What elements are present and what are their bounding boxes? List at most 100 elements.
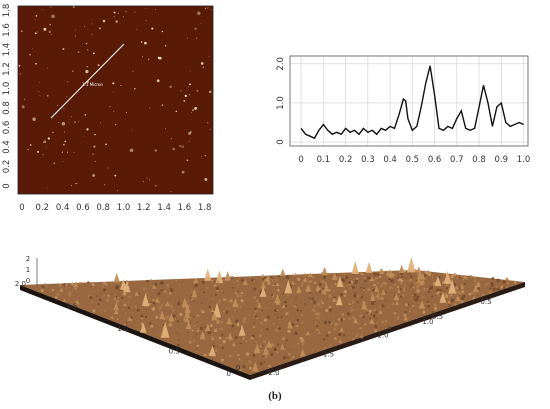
surface-texture-dot (318, 282, 322, 286)
surface-peak (459, 285, 465, 289)
surface-texture-dot (127, 301, 130, 303)
afm-particle (74, 183, 76, 185)
surface-texture-dot (155, 315, 159, 319)
afm-particle (183, 99, 186, 102)
surface-texture-dot (404, 270, 407, 273)
surface-texture-dot (253, 287, 257, 291)
surface-texture-dot (337, 332, 342, 337)
surface-texture-dot (124, 311, 127, 314)
surface-texture-dot (248, 360, 252, 364)
afm-particle (51, 14, 55, 19)
surface-texture-dot (221, 290, 224, 293)
surface-texture-dot (434, 306, 438, 311)
surface-texture-dot (115, 299, 119, 304)
afm-particle (102, 19, 106, 23)
surface-peak (448, 279, 457, 294)
surface-texture-dot (376, 313, 379, 316)
profile-x-tick-label: 0.6 (428, 155, 442, 165)
surface-texture-dot (271, 280, 273, 282)
surface-peak (104, 283, 109, 286)
surface-texture-dot (397, 288, 401, 292)
surface-texture-dot (373, 278, 377, 281)
surface-texture-dot (233, 309, 236, 312)
surface-texture-dot (194, 283, 198, 288)
surface-texture-dot (89, 296, 93, 300)
surface-peak (264, 277, 269, 282)
surface-peak (472, 284, 479, 293)
surface-texture-dot (334, 322, 339, 326)
surface-peak (184, 316, 190, 323)
afm-particle (125, 10, 127, 13)
surface-texture-dot (211, 312, 214, 314)
surface-texture-dot (245, 352, 250, 356)
surface-texture-dot (292, 345, 295, 347)
afm-particle (201, 155, 203, 157)
surface-peak (191, 288, 198, 298)
afm-particle (175, 110, 178, 113)
surface-texture-dot (142, 287, 146, 291)
afm-particle (49, 23, 51, 26)
surface-texture-dot (177, 339, 180, 342)
surface-texture-dot (287, 329, 291, 333)
afm-particle (73, 151, 75, 153)
afm-x-tick-label: 0.6 (76, 203, 90, 213)
surface-peak (416, 266, 422, 273)
surface-texture-dot (255, 343, 258, 345)
surface-texture-dot (170, 287, 173, 291)
surface-texture-dot (175, 279, 177, 281)
surface-peak (314, 311, 319, 315)
surface-peak (259, 286, 267, 297)
afm-particle (32, 47, 34, 49)
surface-texture-dot (280, 316, 283, 319)
afm-particle (86, 49, 89, 51)
surface-texture-dot (364, 279, 367, 283)
surface-texture-dot (260, 321, 263, 325)
profile-x-tick-label: 0.9 (495, 155, 509, 165)
surface-texture-dot (489, 291, 492, 293)
afm-particle (52, 131, 54, 134)
afm-particle (86, 128, 89, 131)
surface-texture-dot (149, 297, 151, 300)
left-axis-tick-label: 1.0 (117, 325, 128, 333)
afm-particle (149, 107, 150, 109)
surface-peak (314, 328, 319, 331)
surface-peak (361, 300, 368, 310)
surface-texture-dot (160, 293, 163, 295)
surface-peak (434, 275, 442, 287)
surface-texture-dot (118, 292, 120, 294)
surface-texture-dot (414, 297, 418, 302)
surface-texture-dot (364, 323, 367, 326)
surface-texture-dot (304, 302, 306, 305)
surface-texture-dot (179, 312, 183, 317)
afm-particle (61, 151, 64, 153)
surface-peak (201, 309, 206, 313)
afm-particle (74, 121, 76, 124)
surface-texture-dot (485, 283, 487, 286)
surface-peak (275, 300, 281, 305)
surface-texture-dot (120, 296, 124, 300)
afm-particle (109, 106, 111, 108)
surface-peak (287, 320, 293, 329)
afm-particle (181, 170, 185, 174)
afm-particle (70, 185, 73, 187)
surface-texture-dot (277, 288, 280, 292)
surface-peak (215, 270, 224, 284)
surface-texture-dot (186, 331, 189, 334)
surface-texture-dot (146, 279, 149, 283)
surface-peak (393, 292, 400, 301)
afm-particles (18, 6, 213, 192)
surface-texture-dot (300, 314, 304, 317)
surface-texture-dot (340, 318, 344, 322)
afm-particle (194, 27, 197, 30)
surface-texture-dot (190, 317, 193, 320)
surface-texture-dot (141, 317, 143, 320)
afm-particle (91, 34, 93, 36)
afm-particle (170, 137, 173, 140)
surface-texture-dot (372, 315, 376, 318)
afm-particle (21, 105, 25, 109)
surface-texture-dot (374, 325, 378, 329)
surface-texture-dot (460, 297, 465, 301)
surface-texture-dot (113, 297, 117, 301)
afm-particle (84, 114, 87, 116)
surface-peak (443, 270, 452, 284)
